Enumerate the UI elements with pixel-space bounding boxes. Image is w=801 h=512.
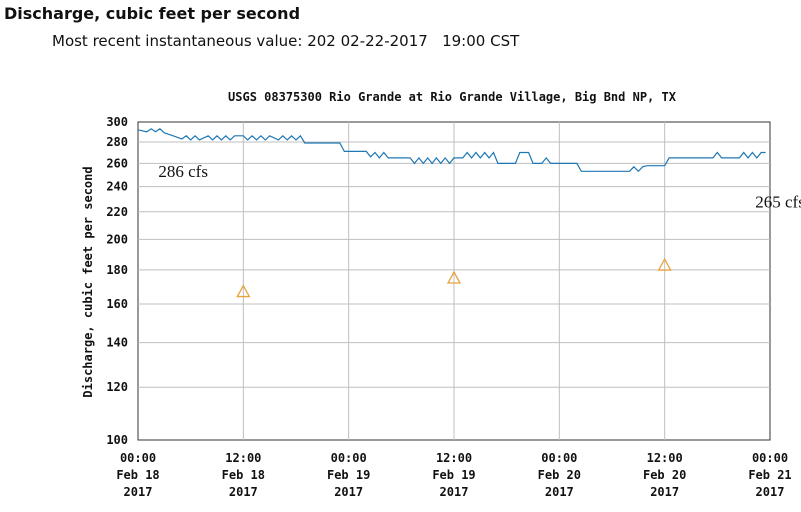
y-tick-label: 240 <box>106 180 128 194</box>
y-tick-label: 180 <box>106 263 128 277</box>
x-tick-label: 12:00 <box>225 451 261 465</box>
x-tick-label: 00:00 <box>331 451 367 465</box>
x-tick-label: Feb 18 <box>116 468 159 482</box>
y-tick-label: 100 <box>106 433 128 447</box>
x-tick-label: 00:00 <box>541 451 577 465</box>
x-tick-label: Feb 21 <box>748 468 791 482</box>
y-tick-label: 300 <box>106 115 128 129</box>
measurement-triangle-marker <box>236 284 251 298</box>
x-tick-label: 2017 <box>650 485 679 499</box>
y-tick-label: 220 <box>106 205 128 219</box>
x-tick-label: 2017 <box>756 485 785 499</box>
plot-area: 100 120 140 160 180 200 220 240 260 280 300 00:00 Fe… <box>106 115 801 499</box>
most-recent-value: Most recent instantaneous value: 202 02-… <box>52 32 520 50</box>
x-tick-label: 00:00 <box>120 451 156 465</box>
y-tick-label: 280 <box>106 135 128 149</box>
x-tick-label: Feb 20 <box>538 468 581 482</box>
y-tick-label: 160 <box>106 297 128 311</box>
discharge-series-line <box>137 128 766 173</box>
x-tick-label: Feb 20 <box>643 468 686 482</box>
value-annotation: 265 cfs <box>755 192 801 211</box>
x-tick-label: Feb 19 <box>432 468 475 482</box>
x-tick-label: 00:00 <box>752 451 788 465</box>
x-tick-label: 2017 <box>124 485 153 499</box>
value-annotation: 286 cfs <box>158 162 208 181</box>
chart-heading: Discharge, cubic feet per second <box>4 4 301 23</box>
y-tick-label: 200 <box>106 232 128 246</box>
x-tick-label: Feb 18 <box>222 468 265 482</box>
x-tick-label: 2017 <box>229 485 258 499</box>
x-tick-label: Feb 19 <box>327 468 370 482</box>
measurement-triangle-marker <box>657 257 672 271</box>
chart-title: USGS 08375300 Rio Grande at Rio Grande V… <box>228 90 677 104</box>
x-tick-label: 12:00 <box>436 451 472 465</box>
y-tick-label: 120 <box>106 380 128 394</box>
y-tick-label: 140 <box>106 336 128 350</box>
y-tick-label: 260 <box>106 156 128 170</box>
x-tick-label: 12:00 <box>647 451 683 465</box>
x-tick-label: 2017 <box>440 485 469 499</box>
x-tick-label: 2017 <box>545 485 574 499</box>
x-tick-label: 2017 <box>334 485 363 499</box>
y-axis-label: Discharge, cubic feet per second <box>81 166 95 397</box>
measurement-triangle-marker <box>446 270 462 284</box>
